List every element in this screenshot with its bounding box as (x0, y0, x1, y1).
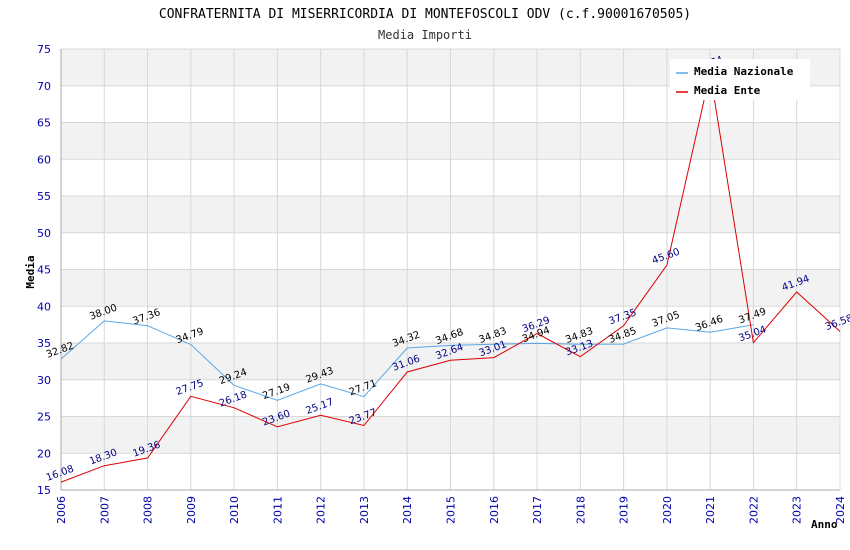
y-tick-label: 20 (37, 447, 51, 460)
y-axis-ticks: 15 20 25 30 35 40 45 50 55 60 65 70 75 (37, 43, 51, 497)
y-tick-label: 45 (37, 264, 51, 277)
x-tick-label: 2024 (834, 496, 847, 524)
x-tick-label: 2020 (661, 496, 674, 524)
x-tick-label: 2015 (445, 496, 458, 524)
y-tick-label: 70 (37, 80, 51, 93)
x-tick-label: 2007 (98, 496, 111, 524)
x-tick-label: 2009 (185, 496, 198, 524)
x-tick-label: 2018 (574, 496, 587, 524)
x-tick-label: 2008 (142, 496, 155, 524)
x-tick-label: 2016 (488, 496, 501, 524)
legend-box (670, 59, 810, 100)
chart-subtitle: Media Importi (378, 28, 472, 42)
x-tick-label: 2013 (358, 496, 371, 524)
x-tick-label: 2012 (315, 496, 328, 524)
legend-label-media-nazionale: Media Nazionale (694, 65, 794, 78)
legend-label-media-ente: Media Ente (694, 84, 761, 97)
y-tick-label: 35 (37, 337, 51, 350)
y-tick-label: 30 (37, 374, 51, 387)
y-tick-label: 50 (37, 227, 51, 240)
x-axis-label: Anno (811, 518, 838, 531)
x-axis-ticks: 2006 2007 2008 2009 2010 2011 2012 2013 2014 2015… (55, 496, 847, 524)
y-tick-label: 55 (37, 190, 51, 203)
y-tick-label: 25 (37, 411, 51, 424)
y-tick-label: 40 (37, 300, 51, 313)
series-line-media-nazionale (60, 320, 754, 401)
x-tick-label: 2023 (791, 496, 804, 524)
y-tick-label: 60 (37, 153, 51, 166)
y-tick-label: 75 (37, 43, 51, 56)
x-tick-label: 2019 (618, 496, 631, 524)
grid-lines (60, 48, 841, 491)
x-tick-label: 2022 (747, 496, 760, 524)
y-tick-label: 15 (37, 484, 51, 497)
x-tick-label: 2014 (401, 496, 414, 524)
legend: Media Nazionale Media Ente (670, 59, 810, 100)
x-tick-label: 2021 (704, 496, 717, 524)
x-tick-label: 2017 (531, 496, 544, 524)
x-tick-label: 2011 (271, 496, 284, 524)
y-axis-label: Media (24, 255, 37, 288)
y-tick-label: 65 (37, 117, 51, 130)
chart-title: CONFRATERNITA DI MISERRICORDIA DI MONTEF… (159, 7, 691, 22)
x-tick-label: 2010 (228, 496, 241, 524)
x-tick-label: 2006 (55, 496, 68, 524)
